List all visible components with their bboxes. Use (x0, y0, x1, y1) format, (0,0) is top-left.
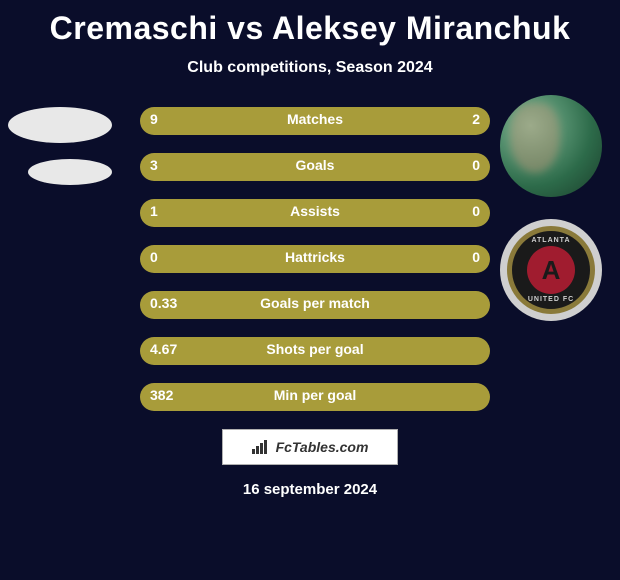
stat-value-right: 0 (472, 203, 480, 219)
stat-row: Hattricks0 0 (140, 245, 490, 273)
stat-value-left: 1 (150, 203, 158, 219)
page-title: Cremaschi vs Aleksey Miranchuk (0, 0, 620, 47)
stat-label: Assists (140, 203, 490, 219)
stat-row: Goals per match0.33 (140, 291, 490, 319)
stat-row: Matches9 2 (140, 107, 490, 135)
stat-value-left: 3 (150, 157, 158, 173)
watermark-text: FcTables.com (276, 439, 369, 455)
stat-label: Goals per match (140, 295, 490, 311)
club-badge-text-bottom: UNITED FC (512, 296, 590, 303)
stat-label: Min per goal (140, 387, 490, 403)
stat-value-left: 0.33 (150, 295, 177, 311)
stat-value-left: 0 (150, 249, 158, 265)
comparison-content: ATLANTA A UNITED FC Matches92Goals30Assi… (0, 107, 620, 411)
date-text: 16 september 2024 (0, 481, 620, 498)
club-badge-text-top: ATLANTA (512, 237, 590, 244)
stat-value-left: 9 (150, 111, 158, 127)
chart-icon (252, 440, 270, 454)
club-badge-atlanta: ATLANTA A UNITED FC (507, 226, 595, 314)
stats-bars-container: Matches92Goals30Assists10Hattricks00Goal… (140, 107, 490, 411)
player2-avatar (500, 95, 602, 197)
stat-row: Min per goal382 (140, 383, 490, 411)
fctables-watermark: FcTables.com (222, 429, 398, 465)
stat-label: Goals (140, 157, 490, 173)
stat-label: Shots per goal (140, 341, 490, 357)
stat-value-right: 2 (472, 111, 480, 127)
stat-label: Hattricks (140, 249, 490, 265)
stat-row: Shots per goal4.67 (140, 337, 490, 365)
player1-avatar-placeholder-2 (28, 159, 112, 185)
stat-row: Goals3 0 (140, 153, 490, 181)
stat-value-left: 4.67 (150, 341, 177, 357)
club-badge-inner: A (527, 246, 575, 294)
stat-row: Assists1 0 (140, 199, 490, 227)
player2-club-badge-wrap: ATLANTA A UNITED FC (500, 219, 602, 321)
player1-avatar-placeholder-1 (8, 107, 112, 143)
page-subtitle: Club competitions, Season 2024 (0, 59, 620, 77)
stat-value-right: 0 (472, 249, 480, 265)
club-badge-letter: A (542, 255, 561, 286)
stat-value-right: 0 (472, 157, 480, 173)
stat-label: Matches (140, 111, 490, 127)
stat-value-left: 382 (150, 387, 173, 403)
